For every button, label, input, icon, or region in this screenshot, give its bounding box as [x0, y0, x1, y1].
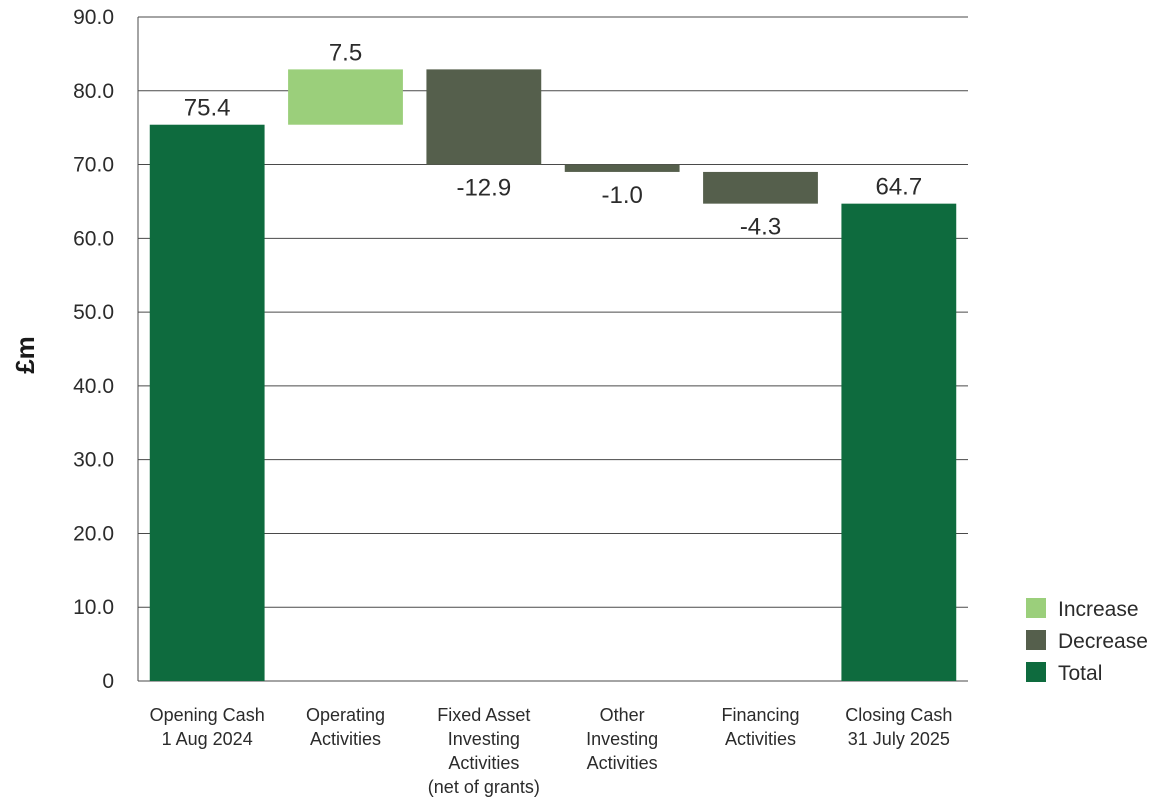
legend-label: Decrease: [1058, 630, 1148, 653]
category-label: Closing Cash 31 July 2025: [845, 705, 952, 749]
legend-label: Total: [1058, 662, 1102, 685]
legend-swatch-decrease: [1026, 630, 1046, 650]
data-label: 75.4: [184, 95, 231, 122]
y-tick-label: 50.0: [73, 301, 114, 324]
category-labels: Opening Cash 1 Aug 2024 Operating Activitie…: [150, 705, 953, 797]
category-label: Other Investing Activities: [586, 705, 658, 773]
bar-decrease: [564, 164, 680, 172]
bars: [149, 69, 957, 681]
bar-decrease: [703, 171, 818, 204]
data-label: 64.7: [875, 174, 922, 201]
data-label: -1.0: [601, 182, 642, 209]
gridlines: [137, 16, 968, 682]
y-tick-label: 70.0: [73, 154, 114, 177]
legend-label: Increase: [1058, 598, 1139, 621]
y-tick-label: 30.0: [73, 449, 114, 472]
y-axis-ticks: 0 10.0 20.0 30.0 40.0 50.0 60.0 70.0 80.0 90.0: [73, 6, 114, 693]
data-label: -12.9: [456, 175, 511, 202]
bar-total: [841, 203, 957, 681]
y-tick-label: 40.0: [73, 375, 114, 398]
y-tick-label: 20.0: [73, 522, 114, 545]
category-label: Financing Activities: [721, 705, 799, 749]
category-label: Fixed Asset Investing Activities (net of gr…: [428, 705, 540, 797]
bar-decrease: [426, 69, 542, 165]
category-label: Operating Activities: [306, 705, 385, 749]
y-tick-label: 80.0: [73, 80, 114, 103]
y-tick-label: 90.0: [73, 6, 114, 29]
legend-swatch-increase: [1026, 598, 1046, 618]
data-labels: 75.4 7.5 -12.9 -1.0 -4.3 64.7: [184, 39, 922, 240]
bar-increase: [288, 69, 403, 125]
y-axis-label: £m: [10, 336, 40, 374]
y-tick-label: 10.0: [73, 596, 114, 619]
legend-swatch-total: [1026, 662, 1046, 682]
y-tick-label: 60.0: [73, 227, 114, 250]
bar-total: [149, 124, 265, 681]
legend: Increase Decrease Total: [1026, 598, 1148, 685]
data-label: 7.5: [329, 39, 362, 66]
data-label: -4.3: [740, 214, 781, 241]
y-tick-label: 0: [102, 670, 114, 693]
category-label: Opening Cash 1 Aug 2024: [150, 705, 265, 749]
